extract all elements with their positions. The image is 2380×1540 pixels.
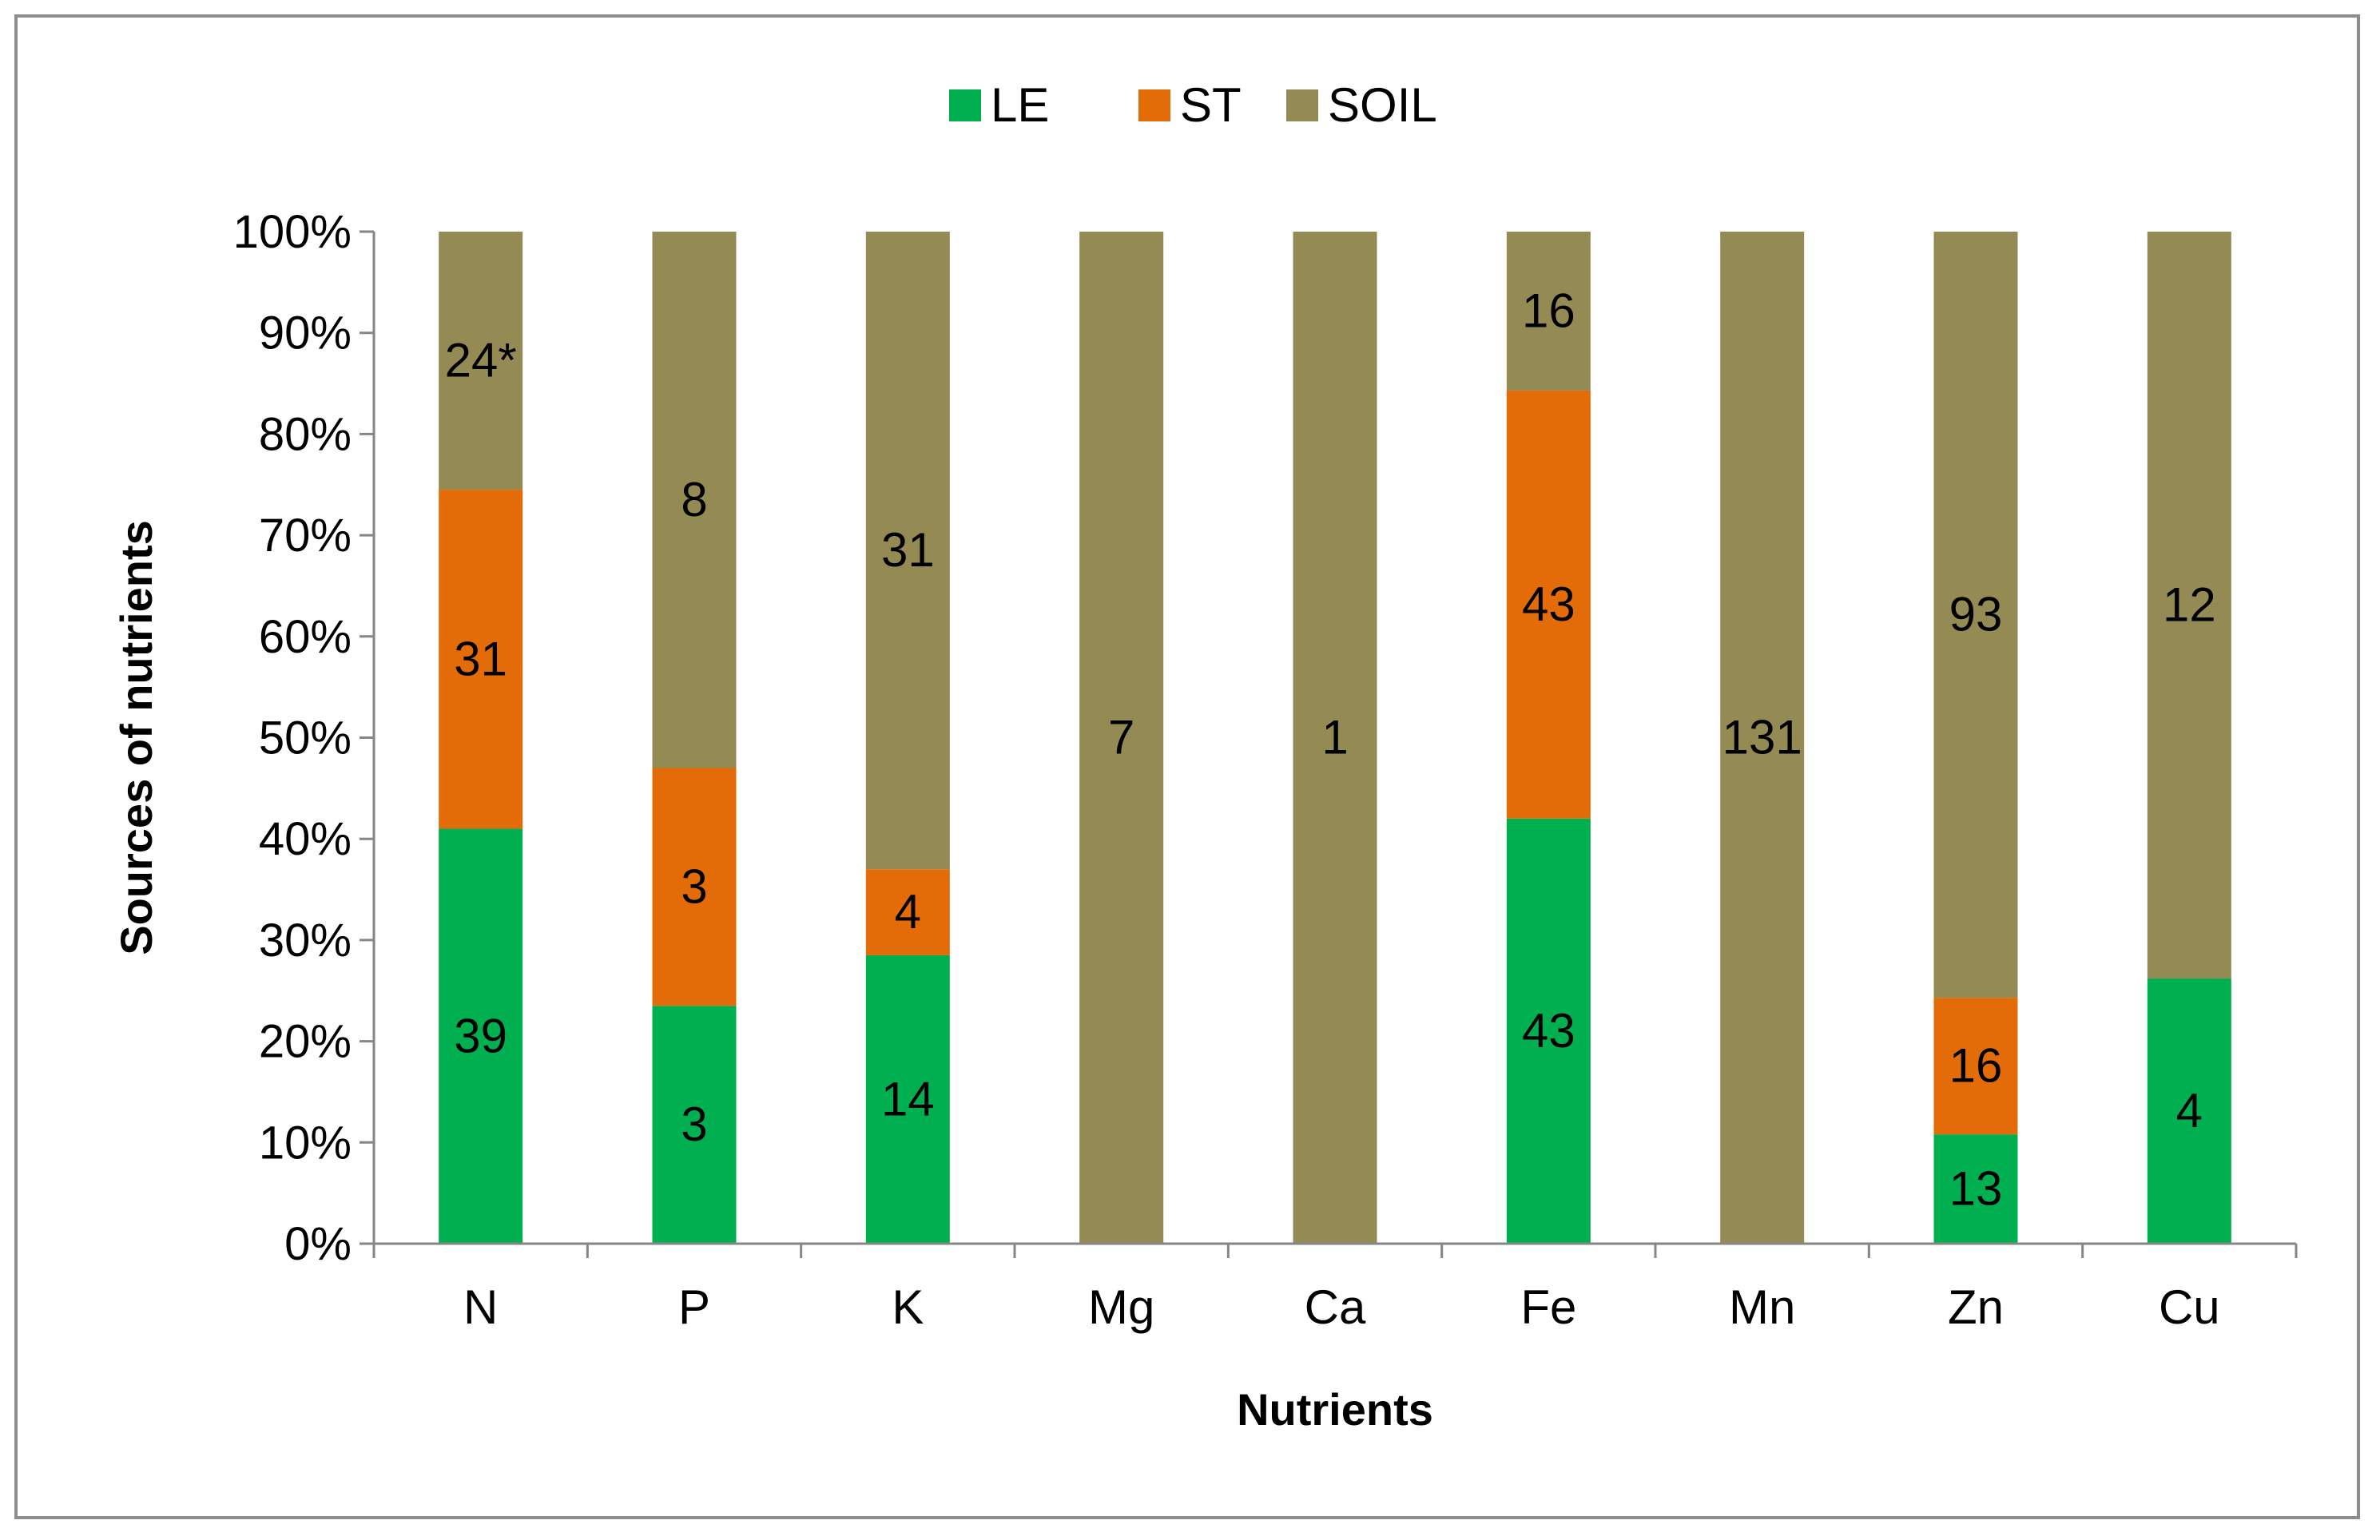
data-label-soil-Ca: 1 xyxy=(1321,711,1348,764)
bar-segment-le-Zn xyxy=(1933,1134,2018,1244)
bar-segment-soil-N xyxy=(439,232,523,490)
data-label-st-Zn: 16 xyxy=(1949,1039,2003,1093)
y-axis-ticks: 0% 10% 20% 30% 40% 50% 60% 70% 80% 90% 100% xyxy=(233,206,374,1270)
data-label-le-Zn: 13 xyxy=(1949,1162,2003,1216)
data-label-st-Fe: 43 xyxy=(1522,578,1575,631)
data-label-le-N: 39 xyxy=(454,1009,507,1062)
y-tick-label: 10% xyxy=(259,1117,352,1169)
y-tick-label: 90% xyxy=(259,308,352,359)
x-tick-label-Ca: Ca xyxy=(1305,1280,1366,1334)
bar-segment-soil-Mn xyxy=(1720,232,1805,1244)
bar-segment-st-P xyxy=(652,768,737,1006)
bar-segment-le-K xyxy=(865,955,950,1244)
axes xyxy=(372,232,2298,1258)
y-tick-label: 30% xyxy=(259,915,352,966)
bar-segment-st-N xyxy=(439,490,523,829)
bar-segment-le-Fe xyxy=(1506,818,1591,1244)
x-tick-label-Mn: Mn xyxy=(1729,1280,1795,1334)
y-tick-label: 20% xyxy=(259,1016,352,1068)
legend-swatch-soil xyxy=(1286,89,1318,121)
y-tick-label: 60% xyxy=(259,611,352,663)
bar-segment-le-P xyxy=(652,1006,737,1244)
x-tick-label-Cu: Cu xyxy=(2159,1280,2220,1334)
legend-label-soil: SOIL xyxy=(1328,78,1437,132)
labels: 39 31 24* N 3 3 8 P 14 4 31 K 7 Mg 1 Ca 43 43 16 Fe 131 Mn 13 1… xyxy=(445,284,2220,1334)
bars xyxy=(439,232,2231,1244)
data-label-le-K: 14 xyxy=(881,1072,935,1125)
data-label-le-Cu: 4 xyxy=(2176,1084,2203,1137)
bar-segment-soil-Mg xyxy=(1079,232,1164,1244)
stacked-bar-chart: LE ST SOIL 0%10%20%30%40%50%60%70%80%90%10… xyxy=(111,78,2298,1435)
y-tick-label: 40% xyxy=(259,813,352,865)
legend-label-le: LE xyxy=(991,78,1049,132)
legend: LE ST SOIL xyxy=(949,78,1437,132)
bar-segment-soil-K xyxy=(865,232,950,870)
legend-swatch-le xyxy=(949,89,981,121)
data-label-st-K: 4 xyxy=(895,885,921,939)
data-label-soil-K: 31 xyxy=(881,523,935,577)
bar-segment-st-Fe xyxy=(1506,390,1591,819)
x-tick-label-Fe: Fe xyxy=(1520,1280,1576,1334)
data-label-st-P: 3 xyxy=(681,859,707,913)
bar-segment-soil-P xyxy=(652,232,737,768)
y-tick-label: 80% xyxy=(259,408,352,460)
y-tick-label: 50% xyxy=(259,712,352,764)
data-label-soil-N: 24* xyxy=(445,334,517,387)
legend-swatch-st xyxy=(1138,89,1170,121)
bar-segment-soil-Ca xyxy=(1293,232,1377,1244)
bar-segment-st-Zn xyxy=(1933,998,2018,1135)
legend-label-st: ST xyxy=(1180,78,1242,132)
x-tick-label-N: N xyxy=(463,1280,498,1334)
bar-segment-soil-Cu xyxy=(2147,232,2231,979)
x-tick-label-Mg: Mg xyxy=(1088,1280,1154,1334)
x-tick-label-K: K xyxy=(892,1280,924,1334)
y-tick-label: 0% xyxy=(284,1218,352,1270)
data-label-le-Fe: 43 xyxy=(1522,1004,1575,1058)
bar-segment-st-K xyxy=(865,869,950,955)
data-label-soil-Mn: 131 xyxy=(1722,711,1802,764)
data-label-soil-P: 8 xyxy=(681,473,707,526)
data-label-soil-Zn: 93 xyxy=(1949,588,2003,641)
y-axis-title: Sources of nutrients xyxy=(111,520,161,955)
data-label-soil-Cu: 12 xyxy=(2163,578,2216,632)
data-label-le-P: 3 xyxy=(681,1097,707,1151)
x-tick-label-P: P xyxy=(678,1280,710,1334)
y-tick-label: 100% xyxy=(233,206,352,258)
bar-segment-le-N xyxy=(439,828,523,1244)
x-tick-label-Zn: Zn xyxy=(1948,1280,2004,1334)
bar-segment-le-Cu xyxy=(2147,978,2231,1244)
data-label-soil-Mg: 7 xyxy=(1108,711,1134,764)
bar-segment-soil-Fe xyxy=(1506,232,1591,391)
y-tick-label: 70% xyxy=(259,510,352,562)
bar-segment-soil-Zn xyxy=(1933,232,2018,998)
data-label-st-N: 31 xyxy=(454,632,507,685)
chart-frame: LE ST SOIL 0% 10% 20% 30% 40% 50% 60% 70% 80% 90% 10… xyxy=(14,14,2360,1519)
data-label-soil-Fe: 16 xyxy=(1522,284,1575,337)
x-axis-title: Nutrients xyxy=(1237,1384,1433,1435)
